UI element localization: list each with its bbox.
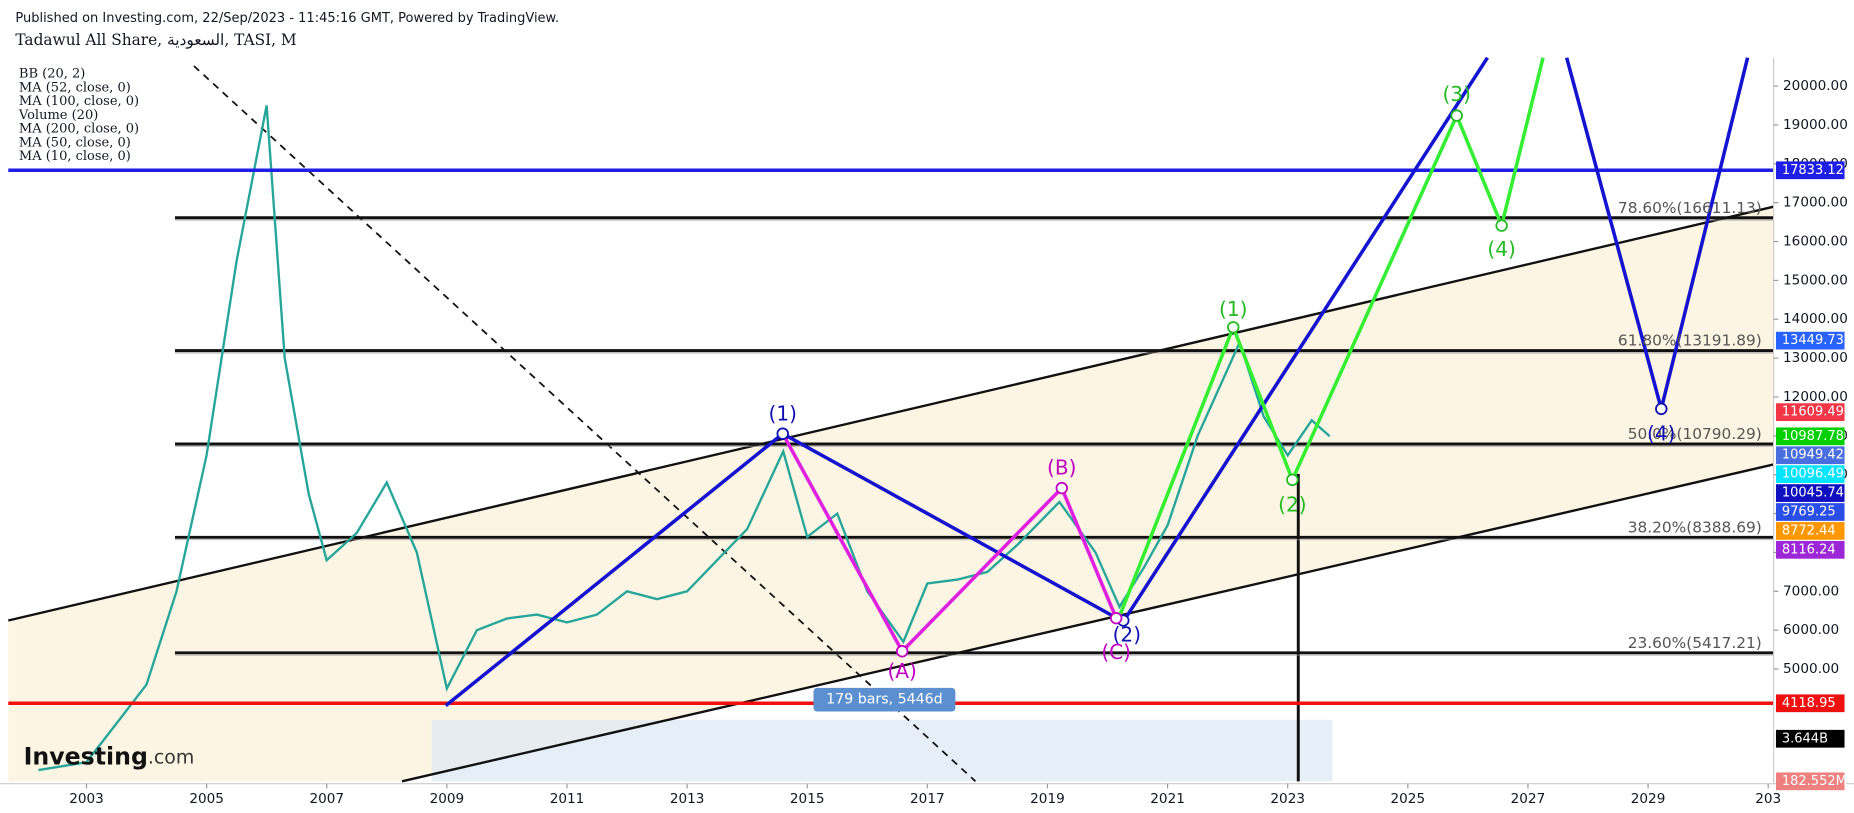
symbol: Tadawul All Share, السعودية, TASI, M [15, 31, 296, 49]
x-tick-label: 2007 [309, 791, 344, 807]
fib-label: 50.0%(10790.29) [1628, 425, 1762, 443]
price-tag [1775, 503, 1845, 521]
price-tag-label: 10949.42 [1782, 448, 1844, 463]
annotation-box [813, 687, 956, 712]
wave-label: (A) [887, 659, 916, 683]
price-tag-label: 8772.44 [1782, 523, 1836, 538]
x-tick-label: 2015 [790, 791, 825, 807]
wave-label: (1) [1219, 297, 1247, 321]
channel-lower [401, 463, 1774, 783]
x-tick-label: 2023 [1270, 791, 1305, 807]
x-tick-label: 2005 [189, 791, 224, 807]
price-tag [1775, 694, 1845, 713]
y-tick-label: 12000.00 [1783, 389, 1848, 405]
x-tick-label: 203 [1755, 791, 1781, 807]
wave-label: (4) [1487, 237, 1515, 261]
price-tag-label: 10045.74 [1782, 486, 1844, 501]
y-tick-label: 6000.00 [1783, 622, 1839, 638]
legend-entry: MA (52, close, 0) [19, 80, 131, 95]
wave-point [1227, 321, 1240, 334]
price-tag [1775, 540, 1845, 559]
x-tick-label: 2019 [1030, 791, 1065, 807]
wave-point [1450, 109, 1463, 122]
y-tick-label: 19000.00 [1783, 117, 1848, 133]
price-tag-label: 8116.24 [1782, 542, 1836, 557]
price-tag [1775, 465, 1845, 484]
price-tag [1775, 403, 1845, 422]
x-tick-label: 2009 [430, 791, 465, 807]
price-tag-label: 10987.78 [1782, 429, 1844, 444]
fib-label: 78.60%(16611.13) [1618, 199, 1762, 217]
legend-entry: BB (20, 2) [19, 67, 85, 82]
y-tick-label: 15000.00 [1783, 272, 1848, 288]
published: Published on Investing.com, 22/Sep/2023 … [15, 11, 559, 26]
x-tick-label: 2027 [1511, 791, 1546, 807]
fib-label: 61.80%(13191.89) [1618, 332, 1762, 350]
wave-point [1109, 611, 1123, 625]
x-tick-label: 2021 [1150, 791, 1185, 807]
wave-label: (2) [1113, 622, 1141, 646]
price-tag [1775, 331, 1845, 350]
wave-green [1118, 57, 1545, 617]
wave-point [776, 427, 789, 440]
fib-label: 23.60%(5417.21) [1628, 634, 1762, 652]
legend-entry: MA (50, close, 0) [19, 135, 131, 150]
wave-point [1495, 219, 1508, 232]
volume-tag-label: 182.552M [1782, 774, 1847, 789]
price-tag [1775, 161, 1845, 180]
wave-label: (4) [1647, 421, 1675, 445]
volume-tag [1775, 772, 1845, 791]
y-tick-label: 16000.00 [1783, 234, 1848, 250]
y-tick-label: 5000.00 [1783, 661, 1839, 677]
channel-upper [8, 205, 1774, 622]
wave-label: (C) [1101, 640, 1131, 664]
price-tag [1775, 446, 1845, 465]
wave-abc [781, 432, 1118, 655]
x-tick-label: 2011 [550, 791, 585, 807]
wave-label: (B) [1047, 456, 1076, 480]
volume-tag [1775, 729, 1845, 748]
price-tag-label: 10096.49 [1782, 467, 1844, 482]
legend-entry: Volume (20) [18, 108, 98, 123]
x-tick-label: 2029 [1631, 791, 1666, 807]
y-tick-label: 7000.00 [1783, 583, 1839, 599]
wave-point [1055, 481, 1069, 495]
price-tag-label: 17833.12 [1782, 163, 1844, 178]
wave-point [1286, 473, 1299, 487]
y-tick-label: 14000.00 [1783, 311, 1848, 327]
price-tag-label: 9769.25 [1782, 504, 1836, 519]
wave-point [895, 645, 909, 658]
x-tick-label: 2013 [670, 791, 705, 807]
wave-label: (2) [1278, 492, 1306, 516]
logo: Investing.com [24, 742, 195, 770]
wave-point [1655, 402, 1668, 416]
wave-label: (1) [769, 401, 797, 425]
x-tick-label: 2003 [69, 791, 104, 807]
y-tick-label: 13000.00 [1783, 350, 1848, 366]
x-tick-label: 2025 [1391, 791, 1426, 807]
price-tag-label: 4118.95 [1782, 696, 1836, 711]
wave-blue [444, 56, 1489, 708]
volume-range [431, 719, 1333, 782]
price-tag-label: 11609.49 [1782, 405, 1844, 420]
y-tick-label: 17000.00 [1783, 195, 1848, 211]
fib-label: 38.20%(8388.69) [1628, 518, 1762, 536]
price-tag [1775, 427, 1845, 446]
price-tag [1775, 484, 1845, 502]
x-tick-label: 2017 [910, 791, 945, 807]
legend-entry: MA (10, close, 0) [19, 149, 131, 164]
price-tag [1775, 522, 1845, 540]
y-tick-label: 20000.00 [1783, 78, 1848, 94]
annotation: 179 bars, 5446d [826, 692, 943, 708]
price-line [38, 105, 1331, 772]
legend-entry: MA (100, close, 0) [19, 94, 139, 109]
wave-label: (3) [1442, 82, 1470, 106]
plot [8, 105, 1774, 772]
legend-entry: MA (200, close, 0) [19, 122, 139, 137]
volume-tag-label: 3.644B [1782, 731, 1828, 746]
price-tag-label: 13449.73 [1782, 333, 1844, 348]
